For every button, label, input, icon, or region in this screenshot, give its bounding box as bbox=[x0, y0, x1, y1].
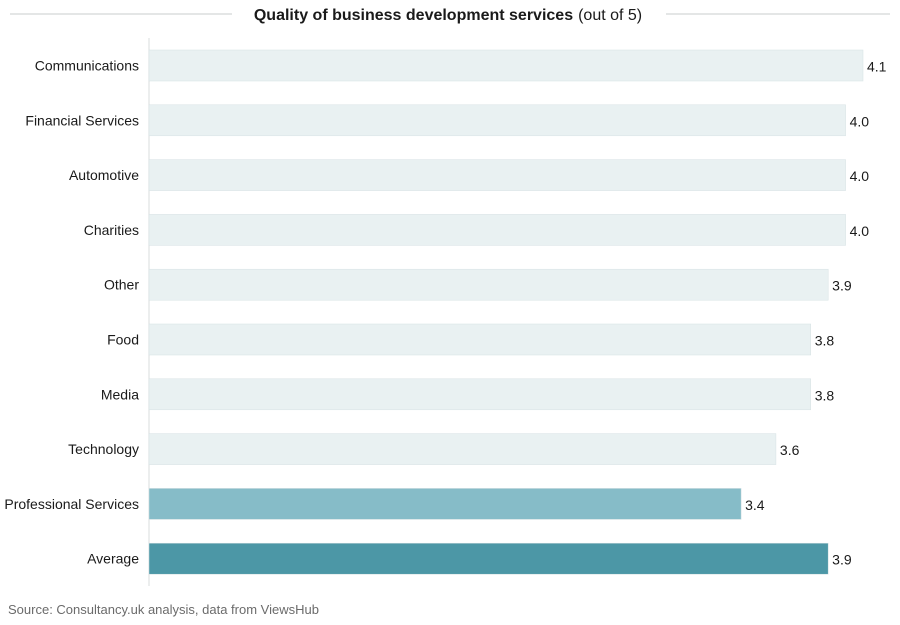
category-label-automotive: Automotive bbox=[69, 167, 139, 183]
bar-chart: Quality of business development services… bbox=[4, 7, 890, 586]
chart-title-suffix: (out of 5) bbox=[578, 7, 642, 24]
bar-communications bbox=[148, 49, 864, 82]
value-label-automotive: 4.0 bbox=[850, 168, 870, 184]
category-label-other: Other bbox=[104, 277, 139, 293]
bar-technology bbox=[148, 433, 777, 465]
value-label-other: 3.9 bbox=[832, 278, 852, 294]
chart-title-main: Quality of business development services bbox=[254, 7, 573, 24]
category-label-charities: Charities bbox=[84, 222, 139, 238]
category-label-financial-services: Financial Services bbox=[25, 112, 139, 128]
chart-title: Quality of business development services… bbox=[254, 7, 642, 24]
source-note: Source: Consultancy.uk analysis, data fr… bbox=[8, 602, 319, 617]
category-label-professional-services: Professional Services bbox=[4, 496, 139, 512]
category-label-communications: Communications bbox=[35, 58, 139, 74]
category-label-media: Media bbox=[101, 386, 139, 402]
value-label-technology: 3.6 bbox=[780, 442, 800, 458]
value-label-professional-services: 3.4 bbox=[745, 497, 765, 513]
value-label-charities: 4.0 bbox=[850, 223, 870, 239]
bar-other bbox=[148, 268, 829, 301]
bar-average bbox=[148, 542, 829, 575]
category-label-food: Food bbox=[107, 332, 139, 348]
bar-charities bbox=[148, 214, 846, 246]
bar-food bbox=[148, 323, 812, 356]
value-label-average: 3.9 bbox=[832, 552, 852, 568]
bar-media bbox=[148, 378, 812, 411]
bar-automotive bbox=[148, 159, 846, 191]
value-label-financial-services: 4.0 bbox=[850, 113, 870, 129]
category-label-technology: Technology bbox=[68, 441, 139, 457]
category-label-average: Average bbox=[87, 551, 139, 567]
bar-financial-services bbox=[148, 104, 846, 137]
value-label-media: 3.8 bbox=[815, 387, 835, 403]
value-label-communications: 4.1 bbox=[867, 59, 887, 75]
value-label-food: 3.8 bbox=[815, 333, 835, 349]
bars-group: Communications 4.1 Financial Services 4.0 Au… bbox=[4, 49, 887, 575]
bar-professional-services bbox=[148, 488, 742, 520]
